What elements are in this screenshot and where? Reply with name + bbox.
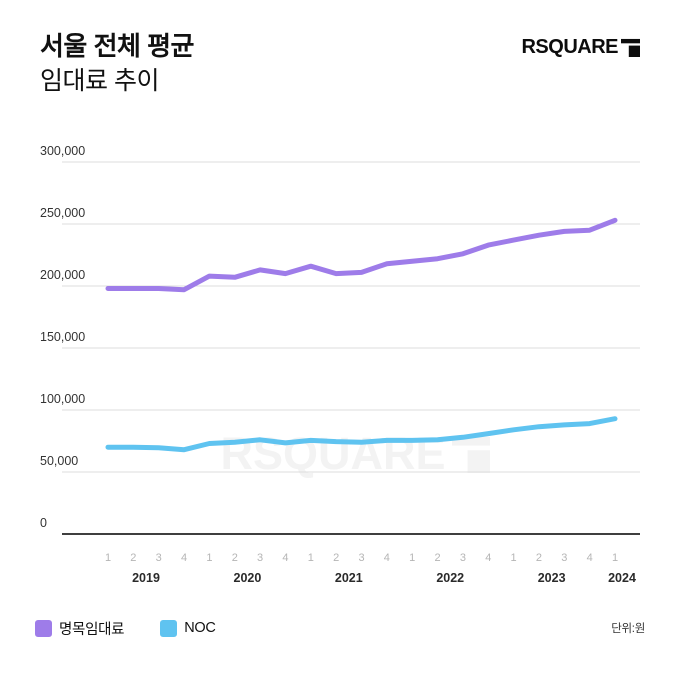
rsquare-logo: RSQUARE — [521, 36, 640, 59]
svg-text:2: 2 — [232, 552, 238, 564]
svg-text:2019: 2019 — [132, 571, 160, 585]
rsquare-logo-mark-icon — [621, 38, 640, 57]
svg-text:1: 1 — [612, 552, 618, 564]
svg-text:1: 1 — [409, 552, 415, 564]
legend-item-nominal-rent: 명목임대료 — [35, 618, 125, 639]
svg-text:100,000: 100,000 — [40, 392, 85, 406]
legend: 명목임대료 NOC 단위:원 — [35, 617, 645, 639]
svg-text:1: 1 — [511, 552, 517, 564]
svg-text:4: 4 — [587, 552, 593, 564]
svg-text:2: 2 — [333, 552, 339, 564]
svg-text:3: 3 — [561, 552, 567, 564]
svg-text:4: 4 — [384, 552, 390, 564]
svg-text:2022: 2022 — [436, 571, 464, 585]
legend-item-noc: NOC — [160, 619, 216, 637]
header: 서울 전체 평균 임대료 추이 RSQUARE — [40, 28, 640, 98]
page-title-line2: 임대료 추이 — [40, 67, 159, 95]
svg-text:300,000: 300,000 — [40, 144, 85, 158]
unit-note: 단위:원 — [611, 623, 645, 635]
svg-text:200,000: 200,000 — [40, 268, 85, 282]
svg-text:2021: 2021 — [335, 571, 363, 585]
legend-label-noc: NOC — [184, 620, 216, 636]
page-title-line1: 서울 전체 평균 — [40, 31, 194, 61]
line-chart: 0 50,000 100,000 150,000 200,000 250,000 300,0… — [40, 144, 640, 585]
svg-text:1: 1 — [308, 552, 314, 564]
svg-text:3: 3 — [257, 552, 263, 564]
svg-text:0: 0 — [40, 516, 47, 530]
svg-text:2024: 2024 — [608, 571, 636, 585]
chart-area: RSQUARE 0 50,000 100,000 150,000 200,000 250,… — [0, 130, 680, 600]
svg-text:2023: 2023 — [538, 571, 566, 585]
svg-text:250,000: 250,000 — [40, 206, 85, 220]
svg-text:3: 3 — [460, 552, 466, 564]
svg-text:2: 2 — [130, 552, 136, 564]
svg-text:50,000: 50,000 — [40, 454, 78, 468]
svg-text:1: 1 — [206, 552, 212, 564]
legend-swatch-nominal-rent — [35, 619, 52, 637]
svg-text:2: 2 — [536, 552, 542, 564]
svg-text:4: 4 — [282, 552, 288, 564]
svg-text:4: 4 — [485, 552, 491, 564]
svg-text:150,000: 150,000 — [40, 330, 85, 344]
svg-text:4: 4 — [181, 552, 187, 564]
legend-label-nominal-rent: 명목임대료 — [59, 621, 125, 638]
legend-swatch-noc — [160, 619, 178, 637]
svg-text:3: 3 — [358, 552, 364, 564]
svg-text:3: 3 — [156, 552, 162, 564]
rsquare-logo-text: RSQUARE — [521, 36, 618, 58]
svg-text:1: 1 — [105, 552, 111, 564]
svg-text:2: 2 — [434, 552, 440, 564]
svg-text:2020: 2020 — [234, 571, 262, 585]
